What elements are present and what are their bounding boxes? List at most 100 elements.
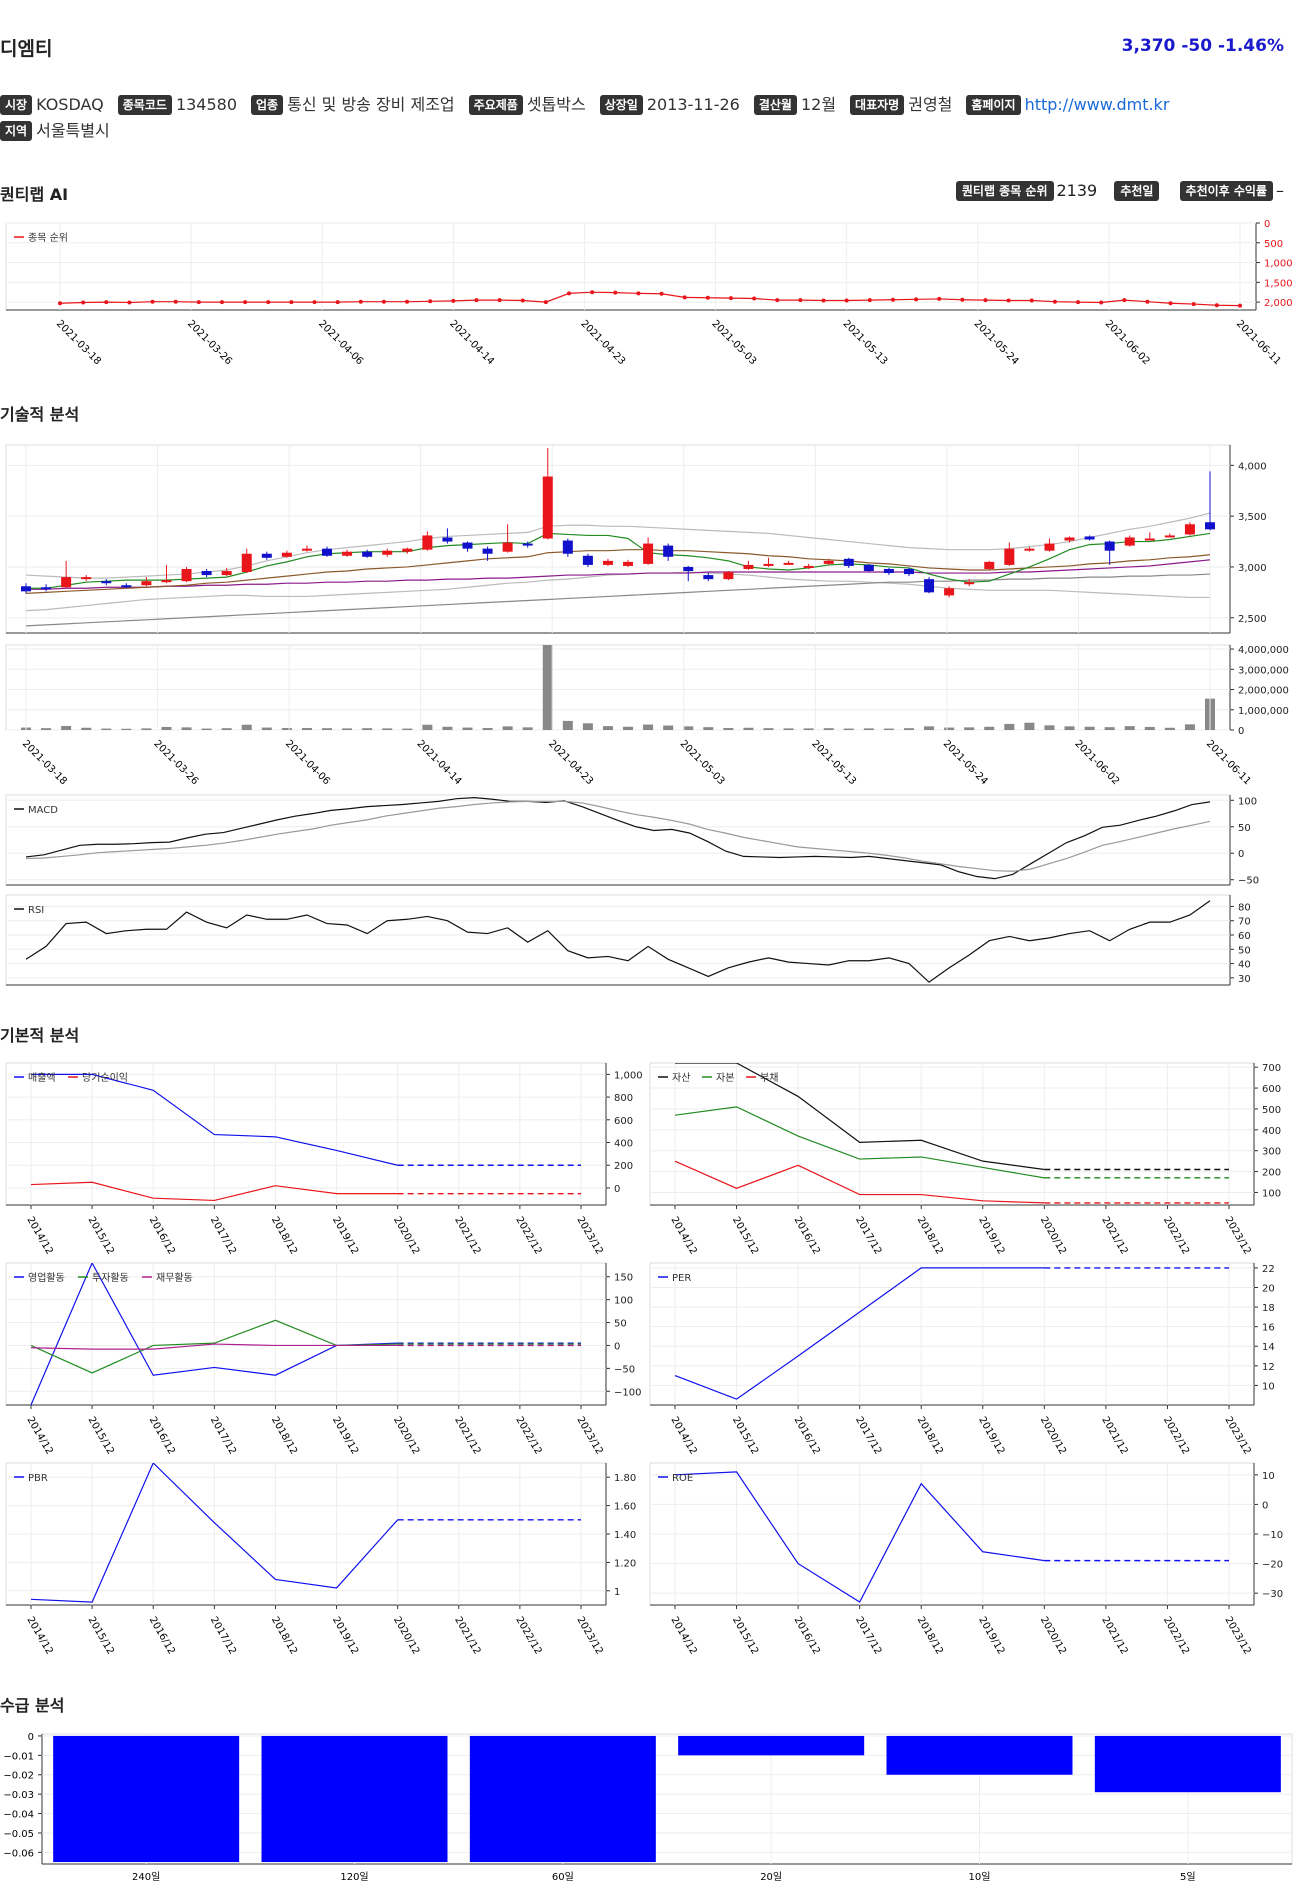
candle-body — [803, 565, 814, 568]
y-tick-label: 800 — [614, 1093, 633, 1104]
x-tick-label: 2019/12 — [330, 1615, 360, 1656]
y-tick-label: 40 — [1238, 960, 1251, 971]
rank-point — [705, 295, 710, 300]
x-tick-label: 2019/12 — [330, 1215, 360, 1256]
candle-body — [582, 555, 593, 565]
volume-bar — [181, 727, 192, 730]
candle-body — [944, 588, 955, 596]
plot-area — [5, 444, 1231, 634]
homepage-link[interactable]: http://www.dmt.kr — [1024, 95, 1170, 114]
flow-bar — [886, 1735, 1073, 1775]
rank-point — [1029, 298, 1034, 303]
x-tick-label: 2018/12 — [915, 1615, 945, 1656]
section-title-ai: 퀀티랩 AI — [0, 185, 69, 204]
legend-label: PBR — [28, 1473, 48, 1484]
info-item: 업종 통신 및 방송 장비 제조업 — [251, 92, 455, 118]
y-tick-label: 600 — [1262, 1084, 1281, 1095]
candle-body — [241, 553, 252, 573]
flow-bar — [1094, 1735, 1281, 1793]
rank-point — [196, 300, 201, 305]
candle-body — [482, 548, 493, 554]
volume-bar — [41, 728, 52, 730]
candle-body — [623, 561, 634, 566]
x-tick-label: 2017/12 — [208, 1215, 238, 1256]
legend-label: 자산 — [672, 1072, 690, 1084]
y-tick-label: 50 — [1238, 823, 1251, 834]
candle-body — [462, 542, 473, 549]
legend-label: 당기순이익 — [82, 1072, 128, 1084]
y-tick-label: 1,500 — [1264, 278, 1293, 289]
info-item: 시장 KOSDAQ — [0, 92, 104, 118]
volume-bar — [342, 728, 353, 730]
volume-bar — [542, 645, 553, 730]
rank-point — [937, 296, 942, 301]
x-tick-label: 60일 — [552, 1871, 574, 1883]
volume-bar — [1144, 726, 1155, 730]
rank-point — [1052, 299, 1057, 304]
rank-point — [567, 291, 572, 296]
legend-label: RSI — [28, 905, 44, 916]
stock-price: 3,370 — [1121, 36, 1176, 56]
candle-body — [883, 568, 894, 574]
series-line — [31, 1073, 398, 1166]
y-tick-label: 18 — [1262, 1303, 1275, 1314]
candle-body — [542, 476, 553, 539]
candle-body — [1024, 548, 1035, 551]
rank-point — [821, 298, 826, 303]
candle-body — [221, 571, 232, 576]
x-tick-label: 2014/12 — [668, 1215, 698, 1256]
rank-point — [1238, 303, 1242, 308]
x-tick-label: 2017/12 — [853, 1215, 883, 1256]
x-tick-label: 5일 — [1180, 1871, 1196, 1883]
x-tick-label: 2021-05-03 — [709, 318, 758, 367]
y-tick-label: 60 — [1238, 931, 1251, 942]
legend-label: 재무활동 — [156, 1271, 193, 1284]
x-tick-label: 2017/12 — [208, 1615, 238, 1656]
volume-bar — [743, 727, 754, 730]
rank-line — [59, 291, 1241, 307]
volume-bar — [763, 728, 774, 730]
rank-point — [1214, 303, 1219, 308]
rec-return-value: – — [1276, 181, 1284, 200]
candle-body — [522, 543, 533, 546]
y-tick-label: 1,000 — [1264, 259, 1293, 270]
rank-point — [451, 298, 456, 303]
flow-chart: 0 −0.01 −0.02 −0.03 −0.04 −0.05 −0.06 240일 120일 6… — [3, 1732, 1293, 1883]
rank-point — [58, 301, 62, 306]
y-tick-label: 0 — [1238, 849, 1244, 860]
y-tick-label: 1.20 — [614, 1558, 636, 1569]
volume-bar — [602, 726, 613, 730]
rank-point — [243, 300, 248, 305]
y-tick-label: −0.03 — [3, 1790, 34, 1801]
volume-bar — [1184, 724, 1195, 730]
volume-bar — [402, 728, 413, 730]
candle-body — [964, 582, 975, 585]
series-line — [674, 1160, 1045, 1204]
y-tick-label: 100 — [1238, 796, 1257, 807]
x-tick-label: 2019/12 — [330, 1415, 360, 1456]
rank-point — [1076, 300, 1081, 305]
y-tick-label: −30 — [1262, 1589, 1283, 1600]
y-tick-label: 1.80 — [614, 1473, 636, 1484]
rank-point — [1145, 299, 1150, 304]
info-item: 상장일 2013-11-26 — [599, 92, 740, 118]
ma60-line — [26, 559, 1211, 590]
candle-body — [442, 537, 453, 542]
volume-bar — [1044, 725, 1055, 730]
x-tick-label: 2017/12 — [853, 1615, 883, 1656]
series-line — [30, 1463, 399, 1603]
rank-point — [798, 298, 803, 303]
x-tick-label: 2023/12 — [1222, 1215, 1252, 1256]
legend-label: ROE — [672, 1473, 693, 1484]
y-tick-label: 4,000 — [1238, 461, 1267, 472]
flow-bar — [261, 1735, 448, 1863]
stock-info: 시장 KOSDAQ 종목코드 134580 업종 통신 및 방송 장비 제조업 주요제품 셋톱… — [0, 92, 1296, 144]
candle-body — [301, 548, 312, 551]
candle-body — [21, 586, 31, 592]
x-tick-label: 2019/12 — [976, 1215, 1006, 1256]
volume-bar — [261, 727, 272, 730]
x-tick-label: 2021/12 — [1099, 1615, 1129, 1656]
candle-body — [1144, 538, 1155, 541]
x-tick-label: 10일 — [969, 1871, 991, 1883]
volume-bar — [1124, 726, 1135, 730]
